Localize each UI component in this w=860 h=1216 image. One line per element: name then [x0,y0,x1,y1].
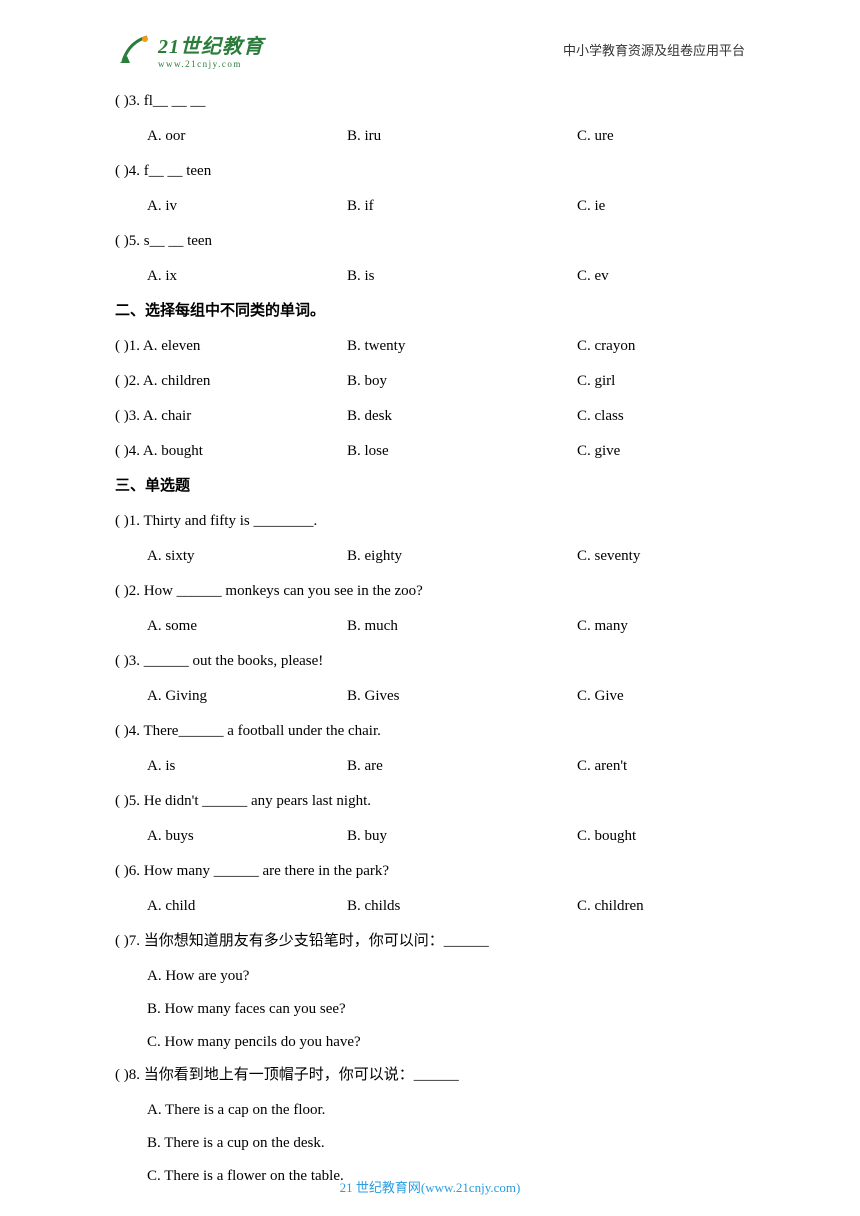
option-b: B. boy [347,365,577,398]
question-stem: ( )5. He didn't ______ any pears last ni… [115,785,745,818]
option-b: B. lose [347,435,577,468]
option-a: A. iv [147,190,347,223]
option-a: A. child [147,890,347,923]
question-1-4: ( )4. f__ __ teen A. iv B. if C. ie [115,155,745,223]
question-3-6: ( )6. How many ______ are there in the p… [115,855,745,923]
option-a: ( )4. A. bought [115,435,347,468]
option-b: B. desk [347,400,577,433]
option-a: A. How are you? [115,960,745,993]
option-b: B. is [347,260,577,293]
option-b: B. Gives [347,680,577,713]
option-c: C. children [577,890,745,923]
question-stem: ( )6. How many ______ are there in the p… [115,855,745,888]
section-2-title: 二、选择每组中不同类的单词。 [115,295,745,328]
option-c: C. ev [577,260,745,293]
section-3-title: 三、单选题 [115,470,745,503]
option-c: C. girl [577,365,745,398]
option-c: C. class [577,400,745,433]
option-b: B. if [347,190,577,223]
option-c: C. seventy [577,540,745,573]
question-3-5: ( )5. He didn't ______ any pears last ni… [115,785,745,853]
question-stem: ( )1. Thirty and fifty is ________. [115,505,745,538]
option-a: A. is [147,750,347,783]
question-1-3: ( )3. fl__ __ __ A. oor B. iru C. ure [115,85,745,153]
option-c: C. many [577,610,745,643]
page-footer: 21 世纪教育网(www.21cnjy.com) [0,1177,860,1196]
logo-icon [115,31,153,69]
question-3-4: ( )4. There______ a football under the c… [115,715,745,783]
question-stem: ( )8. 当你看到地上有一顶帽子时，你可以说：______ [115,1059,745,1092]
option-a: ( )1. A. eleven [115,330,347,363]
option-b: B. much [347,610,577,643]
option-c: C. Give [577,680,745,713]
logo-main-text: 21世纪教育 [158,36,264,58]
question-stem: ( )3. ______ out the books, please! [115,645,745,678]
option-a: ( )2. A. children [115,365,347,398]
question-3-3: ( )3. ______ out the books, please! A. G… [115,645,745,713]
question-1-5: ( )5. s__ __ teen A. ix B. is C. ev [115,225,745,293]
question-stem: ( )4. There______ a football under the c… [115,715,745,748]
question-2-3: ( )3. A. chair B. desk C. class [115,400,745,433]
question-2-4: ( )4. A. bought B. lose C. give [115,435,745,468]
option-b: B. are [347,750,577,783]
option-b: B. buy [347,820,577,853]
option-a: A. Giving [147,680,347,713]
option-b: B. twenty [347,330,577,363]
content-area: ( )3. fl__ __ __ A. oor B. iru C. ure ( … [115,85,745,1193]
logo-text-block: 21世纪教育 www.21cnjy.com [158,30,264,69]
option-b: B. How many faces can you see? [115,993,745,1026]
option-b: B. childs [347,890,577,923]
option-c: C. crayon [577,330,745,363]
question-2-2: ( )2. A. children B. boy C. girl [115,365,745,398]
page-header: 21世纪教育 www.21cnjy.com 中小学教育资源及组卷应用平台 [115,30,745,69]
question-stem: ( )7. 当你想知道朋友有多少支铅笔时，你可以问：______ [115,925,745,958]
question-3-8: ( )8. 当你看到地上有一顶帽子时，你可以说：______ A. There … [115,1059,745,1193]
option-a: A. sixty [147,540,347,573]
logo-area: 21世纪教育 www.21cnjy.com [115,30,264,69]
option-a: ( )3. A. chair [115,400,347,433]
option-b: B. There is a cup on the desk. [115,1127,745,1160]
question-3-7: ( )7. 当你想知道朋友有多少支铅笔时，你可以问：______ A. How … [115,925,745,1059]
option-c: C. How many pencils do you have? [115,1026,745,1059]
question-stem: ( )3. fl__ __ __ [115,85,745,118]
header-right-text: 中小学教育资源及组卷应用平台 [563,40,745,59]
option-b: B. eighty [347,540,577,573]
question-3-1: ( )1. Thirty and fifty is ________. A. s… [115,505,745,573]
option-c: C. ure [577,120,745,153]
option-a: A. There is a cap on the floor. [115,1094,745,1127]
question-3-2: ( )2. How ______ monkeys can you see in … [115,575,745,643]
option-a: A. some [147,610,347,643]
option-a: A. oor [147,120,347,153]
question-2-1: ( )1. A. eleven B. twenty C. crayon [115,330,745,363]
question-stem: ( )5. s__ __ teen [115,225,745,258]
option-c: C. ie [577,190,745,223]
option-c: C. bought [577,820,745,853]
logo-sub-text: www.21cnjy.com [158,59,264,69]
option-c: C. aren't [577,750,745,783]
option-a: A. buys [147,820,347,853]
option-c: C. give [577,435,745,468]
question-stem: ( )2. How ______ monkeys can you see in … [115,575,745,608]
option-b: B. iru [347,120,577,153]
option-a: A. ix [147,260,347,293]
question-stem: ( )4. f__ __ teen [115,155,745,188]
